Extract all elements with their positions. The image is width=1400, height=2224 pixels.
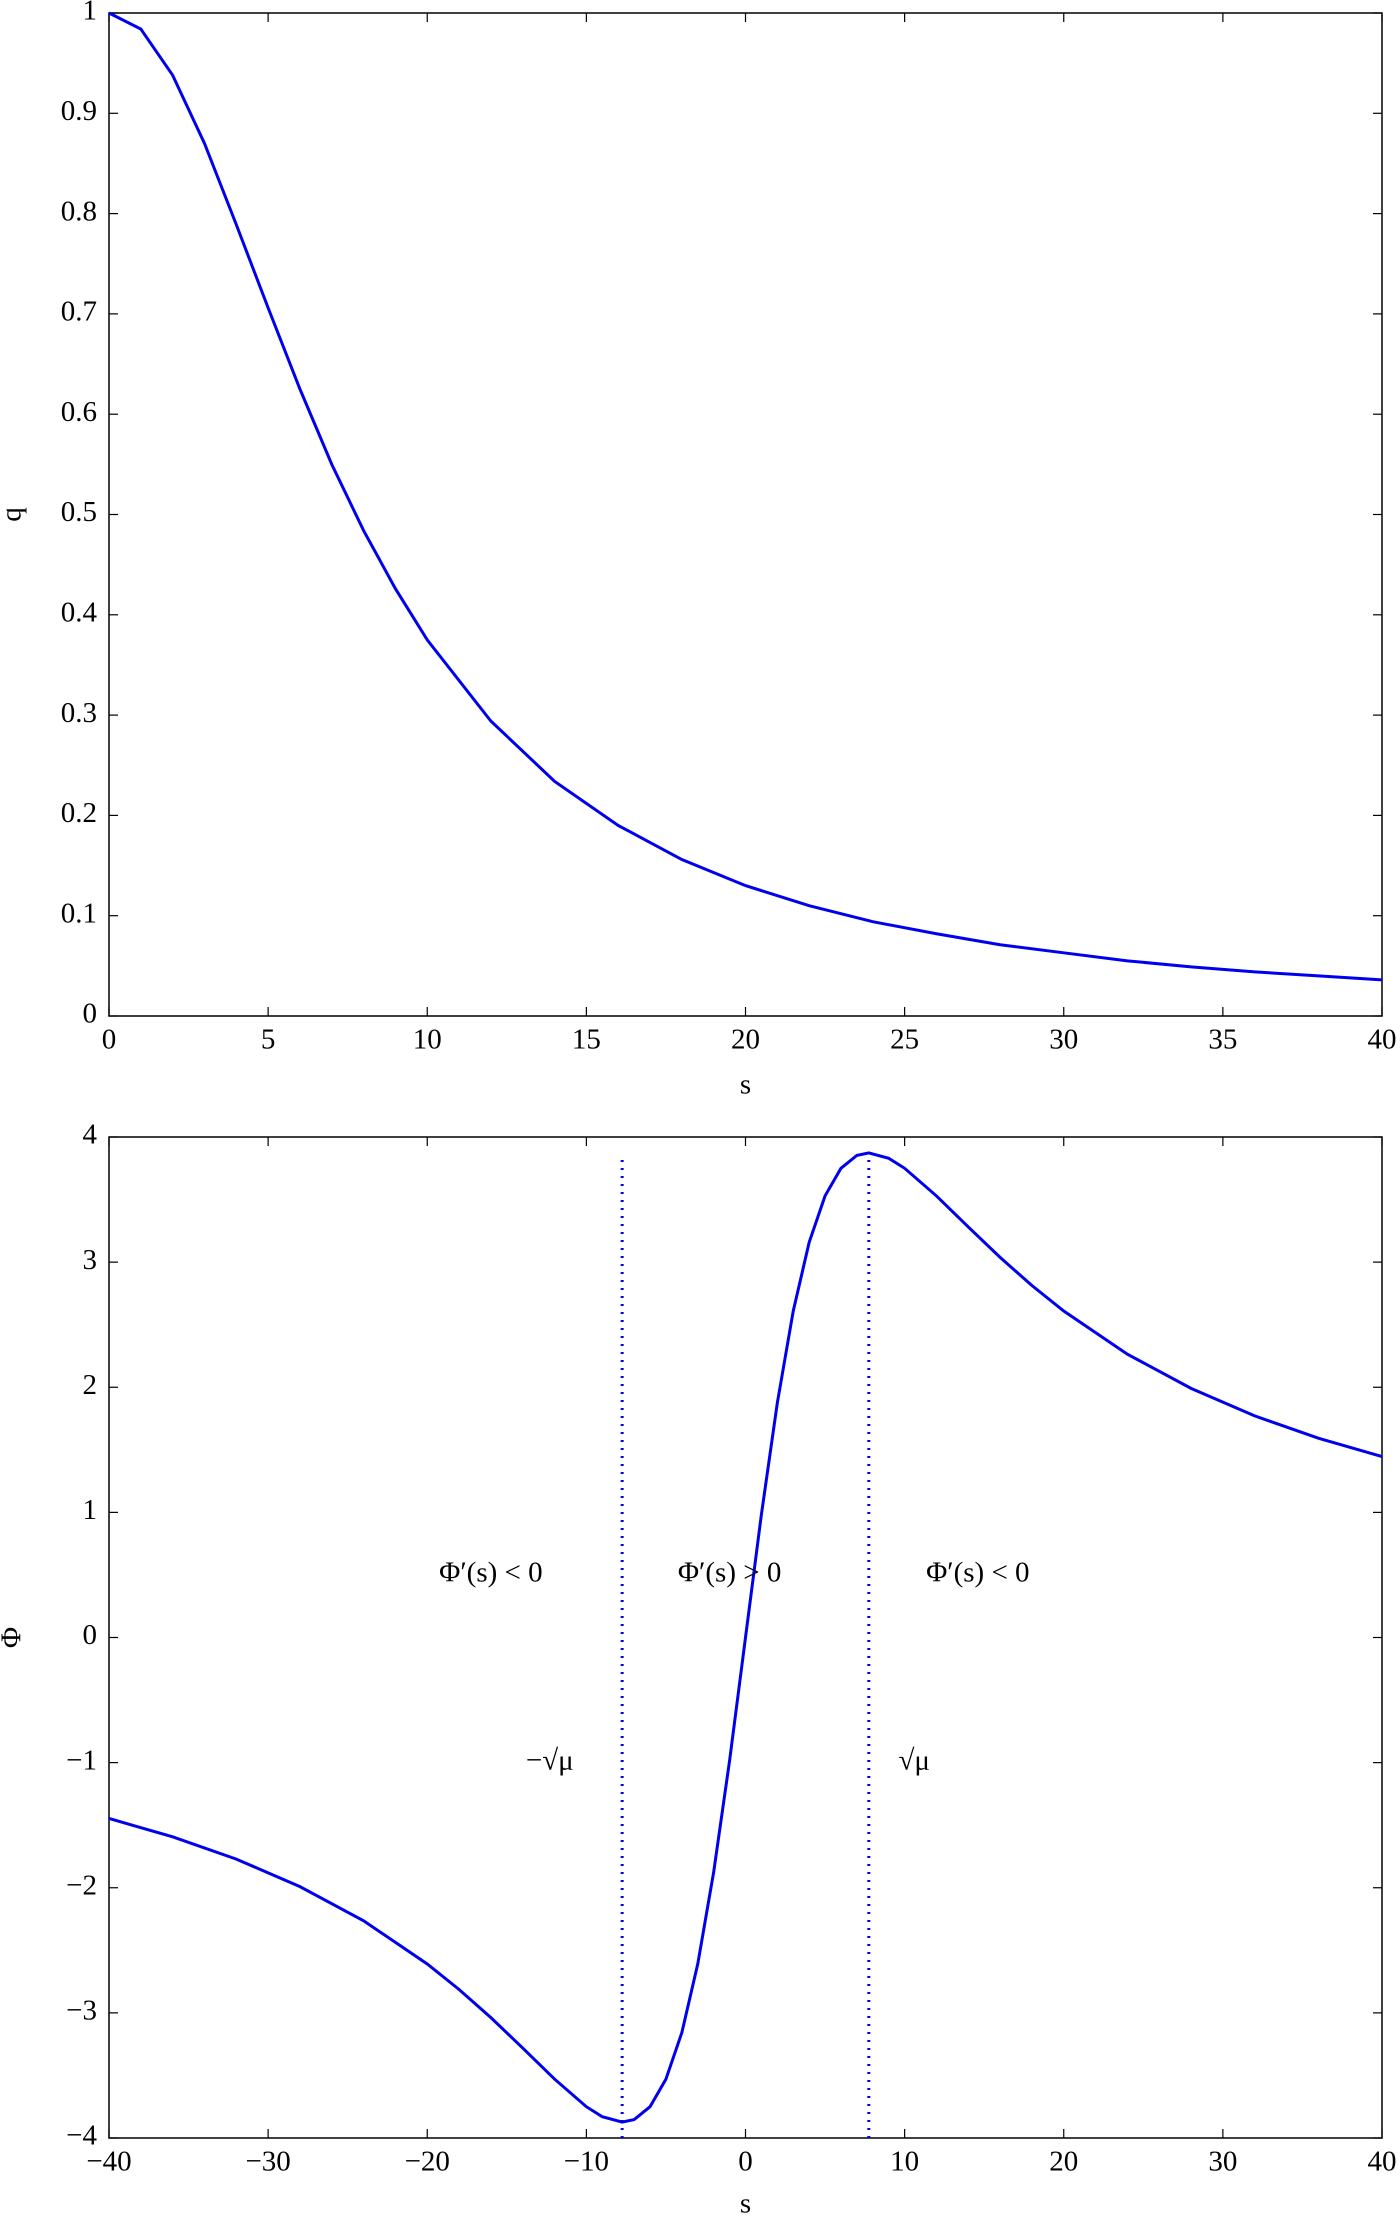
x-axis-label: s [740,1069,751,1101]
y-tick-label: 0.3 [61,697,97,729]
x-tick-label: −20 [405,2146,450,2178]
y-axis-label: Φ [0,1627,28,1648]
x-tick-label: 5 [261,1024,276,1056]
x-tick-label: 15 [572,1024,601,1056]
x-tick-label: 25 [890,1024,919,1056]
y-axis-label: q [0,507,28,522]
y-tick-label: 0 [83,1619,98,1651]
y-tick-label: 4 [83,1119,98,1151]
annotation: Φ′(s) < 0 [439,1557,543,1589]
x-tick-label: 10 [890,2146,919,2178]
y-tick-label: 3 [83,1244,98,1276]
y-tick-label: 0.6 [61,396,97,428]
y-tick-label: 0.9 [61,95,97,127]
data-line [108,1151,1383,2124]
annotation: −√μ [526,1744,574,1776]
y-tick-label: 0.8 [61,195,97,227]
annotation: Φ′(s) > 0 [678,1557,782,1589]
x-tick-label: 40 [1368,2146,1397,2178]
y-tick-label: 0.1 [61,897,97,929]
y-tick-label: 0 [83,998,98,1030]
y-tick-label: 2 [83,1369,98,1401]
y-tick-label: −1 [66,1744,97,1776]
x-tick-label: −30 [245,2146,290,2178]
data-line [108,11,1383,982]
y-tick-label: 0.5 [61,496,97,528]
y-tick-label: 0.7 [61,296,97,328]
x-tick-label: 30 [1208,2146,1237,2178]
x-tick-label: 30 [1049,1024,1078,1056]
y-tick-label: −2 [66,1869,97,1901]
x-tick-label: −10 [564,2146,609,2178]
x-tick-label: 10 [413,1024,442,1056]
x-tick-label: 0 [102,1024,117,1056]
x-axis-label: s [740,2188,751,2220]
y-tick-label: 0.4 [61,596,98,628]
y-tick-label: −4 [66,2120,97,2152]
x-tick-label: 20 [1049,2146,1078,2178]
annotation: √μ [898,1744,929,1776]
y-tick-label: 0.2 [61,797,97,829]
x-tick-label: 35 [1208,1024,1237,1056]
annotation: Φ′(s) < 0 [926,1557,1030,1589]
y-tick-label: 1 [83,1494,98,1526]
y-tick-label: −3 [66,1995,97,2027]
plot-frame [108,12,1383,1017]
x-tick-label: 40 [1368,1024,1397,1056]
y-tick-label: 1 [83,0,98,27]
x-tick-label: −40 [86,2146,131,2178]
x-tick-label: 0 [738,2146,753,2178]
x-tick-label: 20 [731,1024,760,1056]
